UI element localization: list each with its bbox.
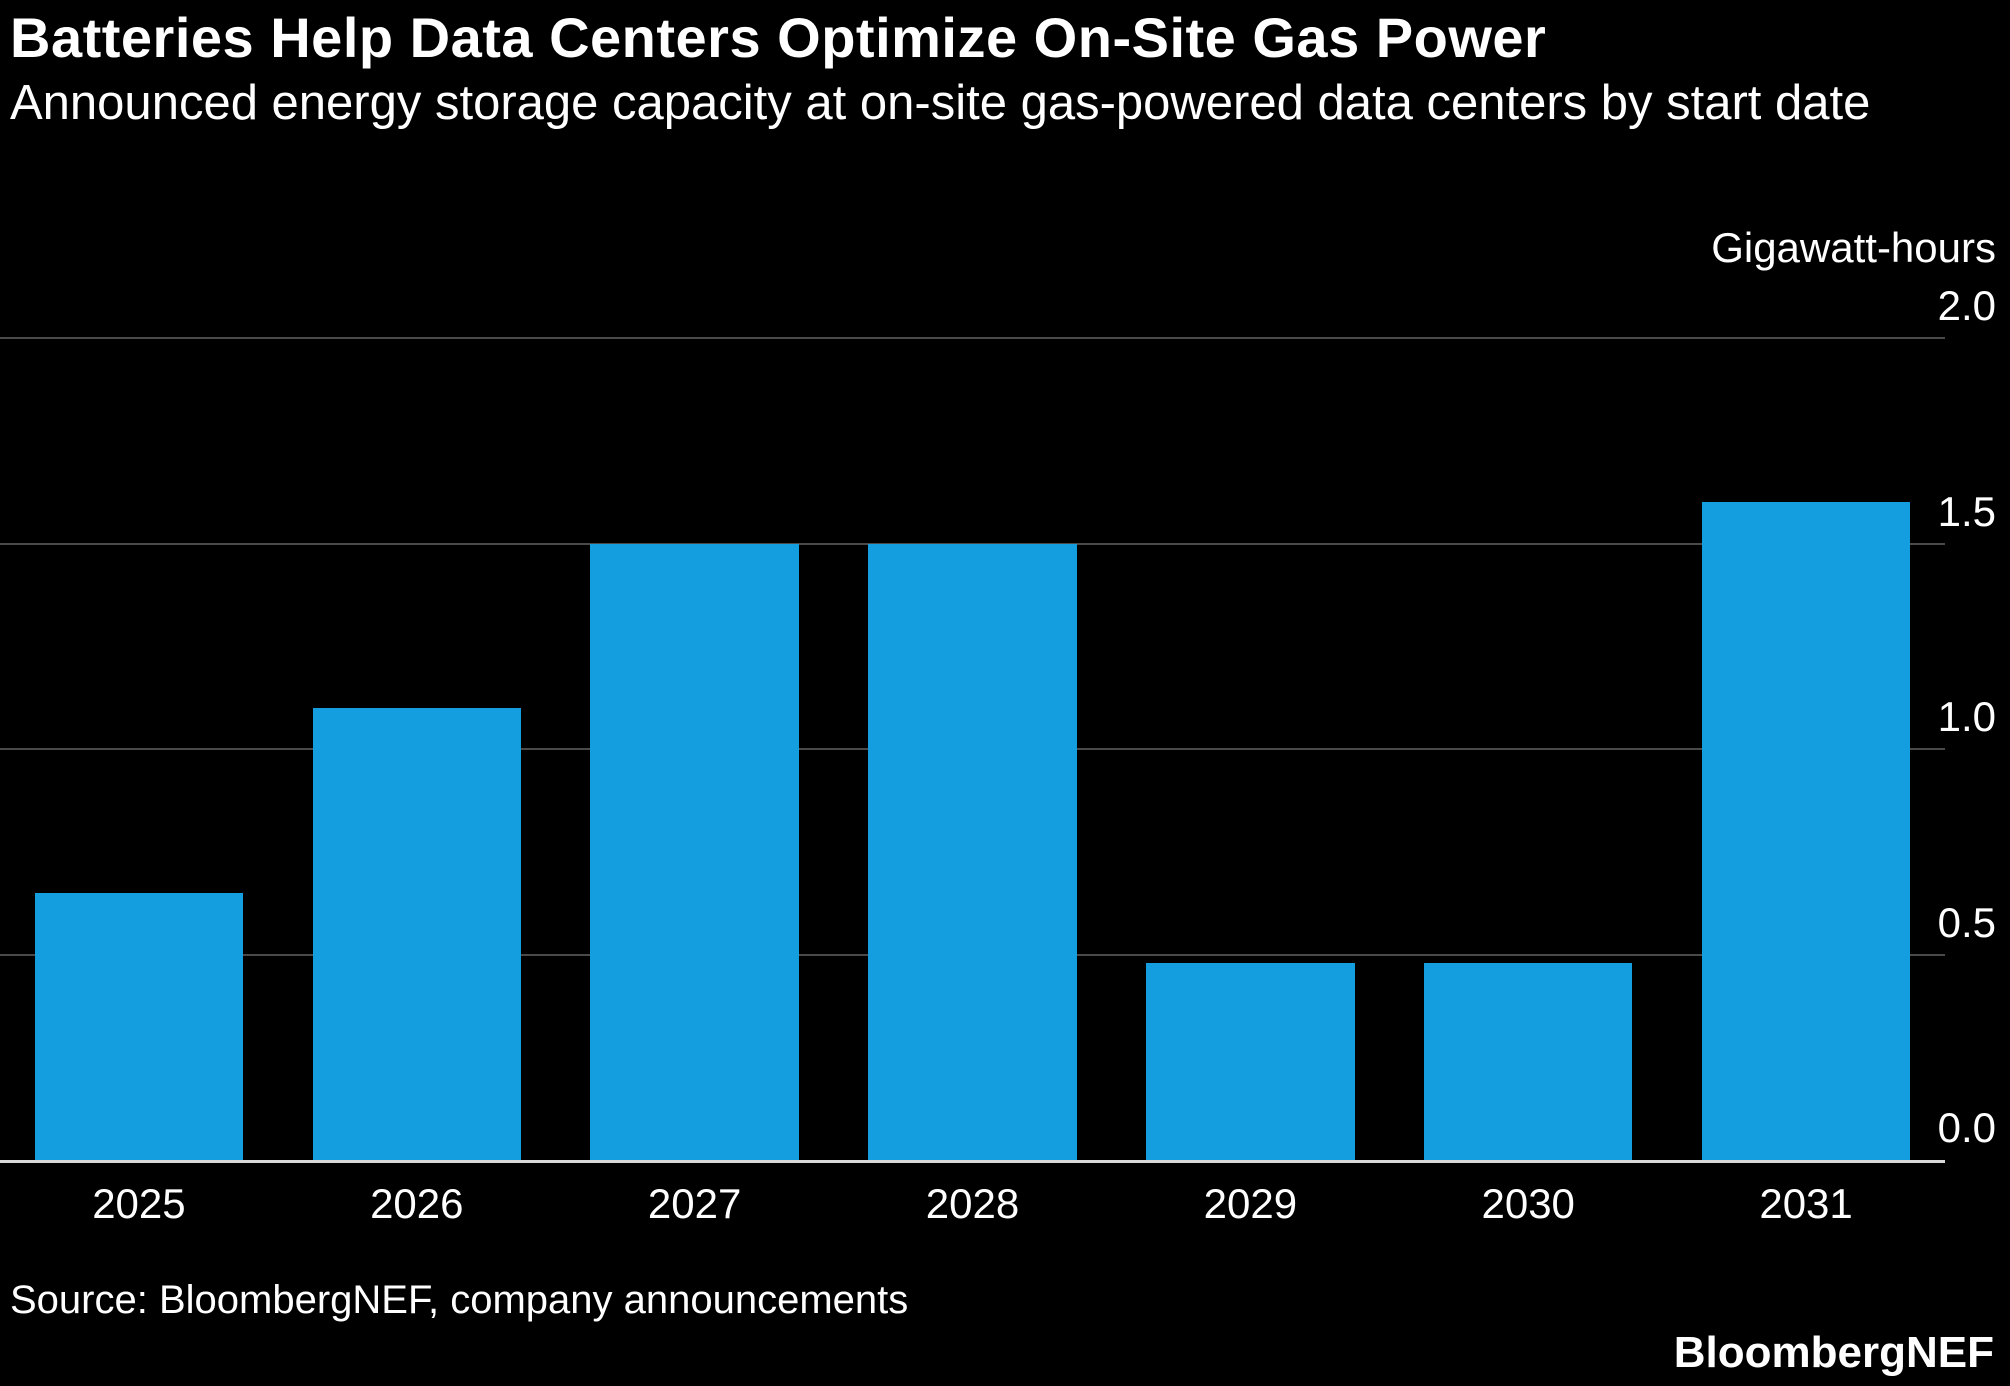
brand-logo: BloombergNEF (1673, 1328, 1994, 1377)
chart-title: Batteries Help Data Centers Optimize On-… (10, 6, 1547, 69)
bar-2027 (590, 543, 799, 1160)
source-text: Source: BloombergNEF, company announceme… (10, 1278, 909, 1322)
bar-2028 (868, 543, 1077, 1160)
y-tick-1.5: 1.5 (1937, 487, 1996, 535)
y-tick-1.0: 1.0 (1937, 693, 1996, 740)
chart-subtitle: Announced energy storage capacity at on-… (10, 76, 1871, 131)
x-tick-2029: 2029 (1203, 1180, 1298, 1227)
bar-2026 (312, 707, 521, 1160)
y-tick-2.0: 2.0 (1937, 282, 1996, 329)
x-tick-2028: 2028 (925, 1180, 1020, 1227)
x-tick-2031: 2031 (1759, 1180, 1853, 1227)
y-tick-0.5: 0.5 (1937, 898, 1996, 946)
x-tick-2030: 2030 (1481, 1180, 1575, 1227)
y-axis-unit-label: Gigawatt-hours (1711, 224, 1996, 271)
bar-2030 (1424, 962, 1633, 1160)
x-tick-2026: 2026 (370, 1180, 464, 1227)
y-tick-0.0: 0.0 (1937, 1104, 1996, 1151)
bar-2031 (1701, 502, 1911, 1160)
chart-header: Batteries Help Data Centers Optimize On-… (10, 6, 1995, 132)
x-axis: 2025 2026 2027 2028 2029 2030 2031 (0, 1180, 1945, 1240)
x-tick-2025: 2025 (92, 1180, 186, 1227)
bar-2025 (34, 892, 244, 1160)
x-tick-2027: 2027 (647, 1180, 742, 1227)
gridline-2.0 (0, 337, 1945, 339)
bar-2029 (1146, 962, 1355, 1160)
plot-area (0, 337, 1945, 1163)
